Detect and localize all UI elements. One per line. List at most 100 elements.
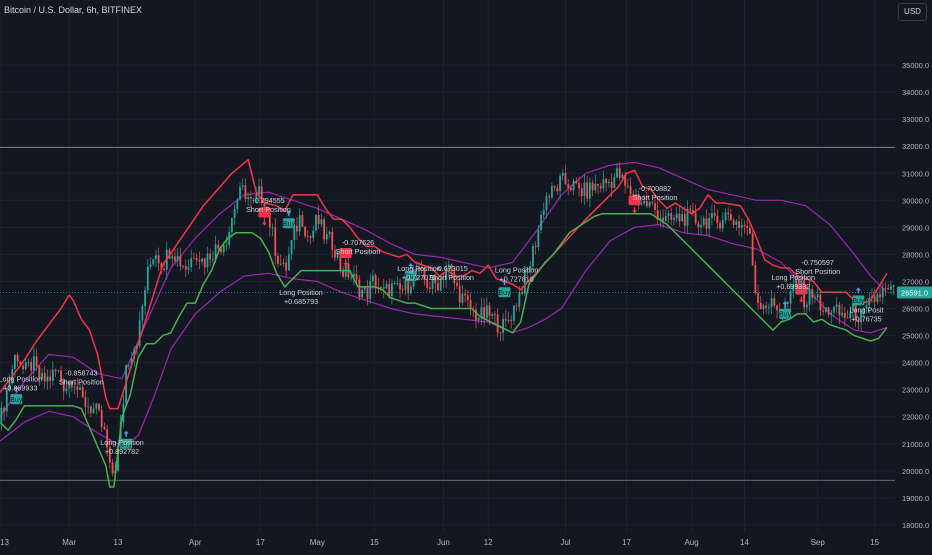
candle-body [697, 223, 700, 228]
candle-body [651, 202, 654, 204]
candle-body [453, 271, 456, 284]
candle-body [141, 306, 144, 321]
candle-body [540, 214, 542, 230]
candle-body [171, 256, 174, 259]
candle-body [800, 280, 803, 285]
candle-body [480, 307, 483, 318]
candle-body [434, 278, 437, 284]
candle-body [108, 447, 111, 463]
candle-body [431, 278, 434, 289]
position-annotation-line: Long Position [772, 273, 816, 282]
signal-label: Buy [498, 290, 511, 297]
candle-body [228, 231, 231, 245]
position-annotation-line: Short Position [336, 247, 381, 256]
candle-body [271, 227, 274, 229]
candle-body [808, 289, 811, 305]
candle-body [293, 225, 296, 240]
price-tick-label: 18000.0 [902, 521, 929, 530]
position-annotation-line: Short Position [246, 205, 291, 214]
candle-body [494, 314, 496, 315]
candle-body [681, 214, 683, 222]
candle-body [195, 258, 198, 261]
price-tick-label: 22000.0 [902, 413, 929, 422]
band-lines [0, 161, 888, 448]
candle-body [700, 224, 702, 228]
candle-body [456, 283, 458, 286]
candle-body [239, 186, 241, 200]
last-price-tag [897, 286, 932, 299]
position-annotation-line: Long Position [279, 288, 323, 297]
time-tick-label: Apr [189, 538, 202, 547]
candle-body [249, 197, 252, 199]
candle-body [477, 317, 480, 320]
candle-body [43, 373, 46, 382]
candle-body [721, 220, 724, 229]
signal-markers: Buy Buy Buy Buy Buy Buy Buy [10, 195, 865, 449]
candle-body [79, 387, 81, 390]
candle-body [708, 218, 711, 229]
position-annotation-line: +0.76735 [851, 315, 881, 324]
time-tick-label: 17 [622, 538, 631, 547]
candle-body [279, 263, 282, 265]
candle-body [654, 203, 656, 210]
candle-body [363, 287, 366, 290]
candle-body [296, 225, 298, 232]
candle-body [887, 288, 890, 290]
candle-body [879, 294, 881, 298]
candle-body [401, 289, 404, 291]
time-tick-label: 15 [370, 538, 379, 547]
candle-body [19, 361, 22, 366]
candle-body [629, 185, 632, 195]
candle-body [372, 275, 374, 282]
candle-body [111, 462, 114, 474]
signal-label: Buy [283, 221, 296, 228]
candle-body [193, 258, 195, 260]
candle-body [426, 279, 429, 288]
time-axis[interactable]: 13 Mar 13 Apr 17 May 15 Jun 12 Jul 17 Aug 14 Sep 15 [0, 538, 880, 547]
candle-body [60, 370, 62, 381]
candle-body [214, 244, 217, 260]
position-annotation-line: +0.727818 [500, 275, 534, 284]
candle-body [513, 305, 515, 321]
candle-body [559, 175, 561, 192]
candle-body [488, 305, 491, 316]
time-tick-label: Aug [684, 538, 698, 547]
candle-body [8, 381, 11, 390]
candle-body [786, 302, 789, 304]
candle-body [884, 288, 887, 289]
candle-body [605, 179, 608, 184]
sell-signal-badge [339, 248, 352, 259]
candle-body [814, 297, 816, 299]
sell-signal [339, 248, 352, 267]
candle-body [824, 307, 827, 312]
candle-body [0, 407, 3, 423]
candle-body [464, 293, 467, 296]
price-tick-label: 34000.0 [902, 88, 929, 97]
candle-body [73, 386, 76, 388]
sell-signal-badge [628, 195, 641, 206]
currency-button[interactable]: USD [898, 3, 927, 21]
position-annotation-line: Short Position [59, 377, 104, 386]
candle-body [551, 186, 553, 198]
candle-body [179, 255, 182, 267]
price-tick-label: 19000.0 [902, 494, 929, 503]
grid-lines [0, 0, 895, 553]
candle-body [95, 403, 98, 409]
sell-signal [258, 207, 271, 226]
candle-body [659, 217, 662, 220]
candle-body [738, 221, 740, 228]
price-axis[interactable]: 17000.018000.019000.020000.021000.022000… [902, 61, 929, 555]
candle-body [255, 194, 258, 199]
candle-body [702, 218, 705, 225]
candle-body [301, 215, 304, 227]
candle-body [285, 262, 288, 271]
candle-body [442, 278, 445, 280]
candle-body [773, 298, 776, 306]
candle-body [822, 310, 825, 312]
candle-body [331, 231, 334, 251]
candle-body [312, 230, 315, 239]
candle-body [220, 248, 222, 253]
